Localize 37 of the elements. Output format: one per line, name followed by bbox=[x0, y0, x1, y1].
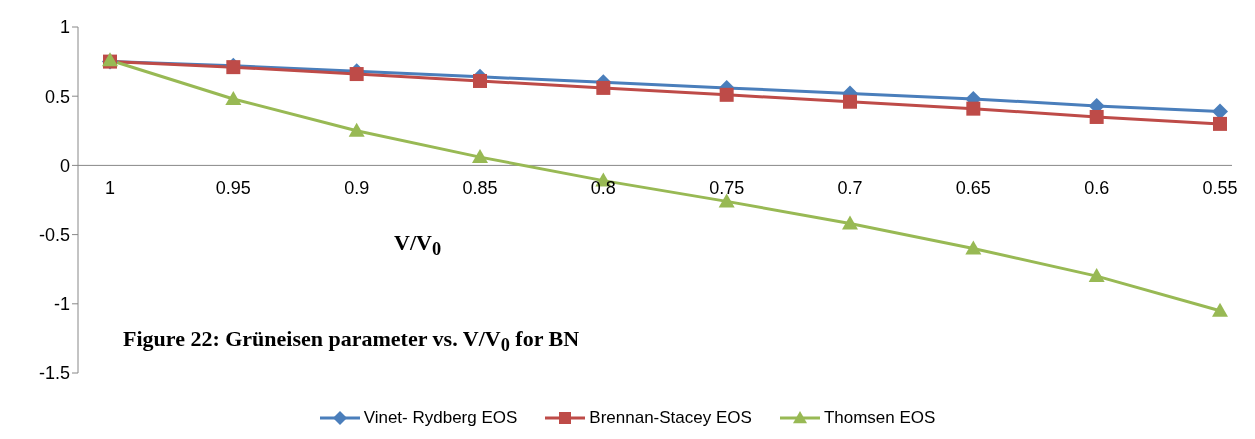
point bbox=[718, 193, 735, 208]
x-tick-label: 0.75 bbox=[709, 177, 745, 198]
point bbox=[473, 73, 487, 88]
x-tick-label: 0.55 bbox=[1202, 177, 1238, 198]
point bbox=[1088, 268, 1105, 283]
x-tick-label: 1 bbox=[104, 177, 116, 198]
legend-label: Brennan-Stacey EOS bbox=[589, 408, 752, 428]
annotation: Figure 22: Grüneisen parameter vs. V/V$_{0}$ for BN bbox=[123, 326, 580, 356]
y-tick-label: -1.5 bbox=[38, 363, 70, 384]
point bbox=[843, 94, 857, 109]
point bbox=[596, 80, 611, 95]
x-tick-label: 0.65 bbox=[955, 177, 991, 198]
point bbox=[1212, 302, 1228, 317]
y-tick-label: -0.5 bbox=[38, 224, 70, 245]
legend-label: Thomsen EOS bbox=[823, 408, 936, 428]
point bbox=[472, 149, 488, 164]
x-tick-label: 0.9 bbox=[344, 177, 370, 198]
point bbox=[348, 122, 365, 137]
point bbox=[225, 90, 242, 105]
point bbox=[842, 215, 858, 230]
x-tick-label: 0.7 bbox=[837, 177, 863, 198]
point bbox=[965, 240, 982, 255]
point bbox=[1089, 109, 1104, 124]
x-axis-title: V/V$_{0}$ bbox=[394, 230, 442, 260]
x-tick-label: 0.85 bbox=[462, 177, 498, 198]
y-tick-label: 0.5 bbox=[44, 86, 70, 107]
y-tick-label: 1 bbox=[59, 17, 70, 38]
point bbox=[1213, 116, 1227, 131]
y-tick-label: 0 bbox=[59, 155, 70, 176]
x-tick-label: 0.95 bbox=[215, 177, 251, 198]
point bbox=[349, 67, 364, 82]
point bbox=[966, 101, 981, 116]
x-tick-label: 0.6 bbox=[1084, 177, 1110, 198]
x-tick-label: 0.8 bbox=[590, 177, 616, 198]
y-tick-label: -1 bbox=[53, 294, 70, 315]
point bbox=[719, 87, 734, 102]
legend-label: Vinet- Rydberg EOS bbox=[363, 408, 518, 428]
